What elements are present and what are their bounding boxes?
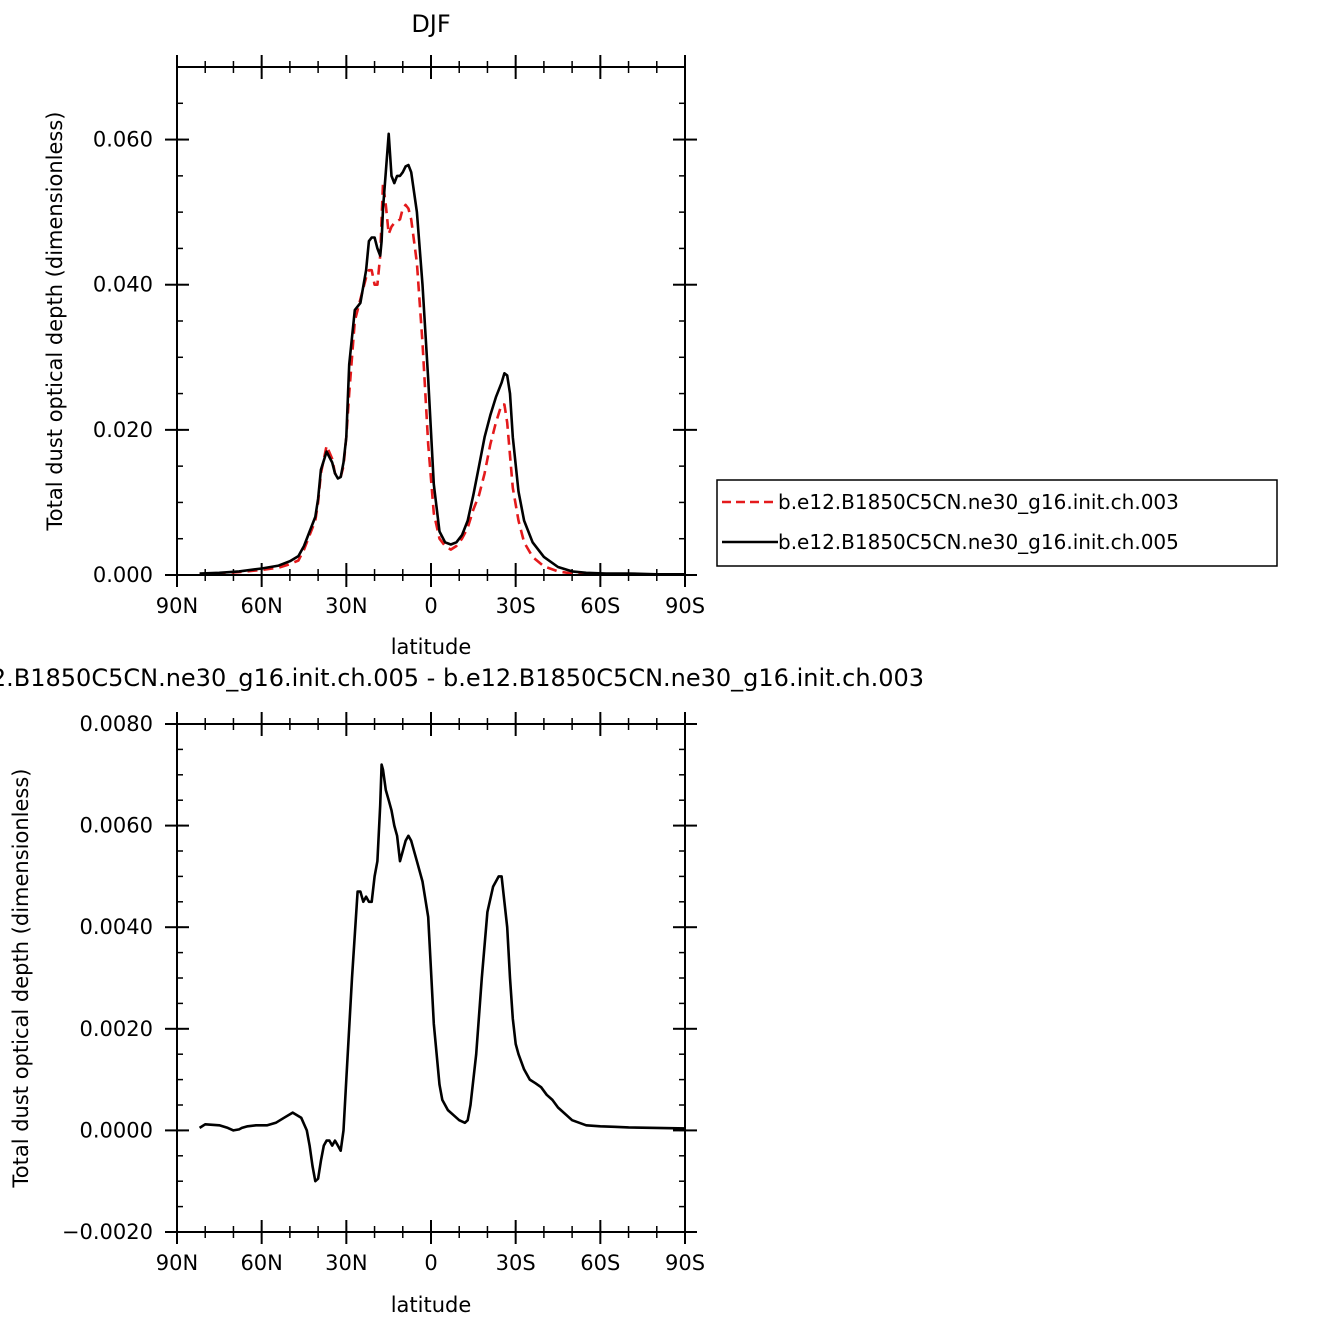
bottom-x-axis-title: latitude: [391, 1293, 472, 1317]
top-y-tick-label: 0.040: [93, 273, 153, 297]
legend-label-003: b.e12.B1850C5CN.ne30_g16.init.ch.003: [778, 490, 1179, 514]
bottom-y-tick-label: 0.0020: [80, 1017, 153, 1041]
legend-box: [716, 479, 1278, 567]
bottom-x-tick-label: 30S: [496, 1251, 536, 1275]
top-axis-ticks: 90N 60N 30N 0 30S 60S 90S 0.000 0.020 0.040 0.060: [93, 55, 705, 618]
bottom-x-tick-label: 90S: [665, 1251, 705, 1275]
bottom-y-tick-label: −0.0020: [62, 1220, 153, 1244]
legend: b.e12.B1850C5CN.ne30_g16.init.ch.003 b.e…: [716, 479, 1278, 567]
bottom-axis-ticks: 90N 60N 30N 0 30S 60S 90S −0.0020 0.0000 0.0020 0.…: [62, 712, 705, 1275]
bottom-chart-title: b.e12.B1850C5CN.ne30_g16.init.ch.005 - b…: [0, 664, 924, 692]
top-y-axis-title: Total dust optical depth (dimensionless): [43, 112, 67, 532]
bottom-y-tick-label: 0.0080: [80, 712, 153, 736]
bottom-x-tick-label: 90N: [156, 1251, 198, 1275]
top-x-axis-title: latitude: [391, 635, 472, 659]
top-chart-title: DJF: [411, 10, 450, 38]
bottom-panel: b.e12.B1850C5CN.ne30_g16.init.ch.005 - b…: [0, 664, 924, 1317]
top-x-tick-label: 0: [424, 594, 437, 618]
top-x-tick-label: 60S: [580, 594, 620, 618]
bottom-x-tick-label: 60S: [580, 1251, 620, 1275]
top-y-tick-label: 0.060: [93, 128, 153, 152]
bottom-y-axis-title: Total dust optical depth (dimensionless): [9, 769, 33, 1189]
top-y-tick-label: 0.020: [93, 418, 153, 442]
legend-label-005: b.e12.B1850C5CN.ne30_g16.init.ch.005: [778, 530, 1179, 554]
top-x-tick-label: 30N: [325, 594, 367, 618]
bottom-x-tick-label: 30N: [325, 1251, 367, 1275]
bottom-y-tick-label: 0.0060: [80, 814, 153, 838]
top-x-tick-label: 90S: [665, 594, 705, 618]
top-series-line-1: [199, 132, 685, 575]
bottom-x-tick-label: 60N: [240, 1251, 282, 1275]
bottom-series-line-0: [198, 763, 685, 1183]
bottom-plot-frame: [176, 723, 686, 1233]
top-series-line-0: [199, 181, 685, 575]
top-x-tick-label: 30S: [496, 594, 536, 618]
top-y-tick-label: 0.000: [93, 563, 153, 587]
top-series-lines: [199, 132, 685, 575]
bottom-x-tick-label: 0: [424, 1251, 437, 1275]
top-x-tick-label: 90N: [156, 594, 198, 618]
bottom-series-lines: [198, 763, 685, 1183]
top-panel: DJF 90N 60N 30N 0 30S 60S 90S 0.000 0.020 0.040 0.…: [43, 10, 705, 659]
bottom-y-tick-label: 0.0040: [80, 915, 153, 939]
bottom-y-tick-label: 0.0000: [80, 1118, 153, 1142]
top-plot-frame: [176, 66, 686, 576]
top-x-tick-label: 60N: [240, 594, 282, 618]
